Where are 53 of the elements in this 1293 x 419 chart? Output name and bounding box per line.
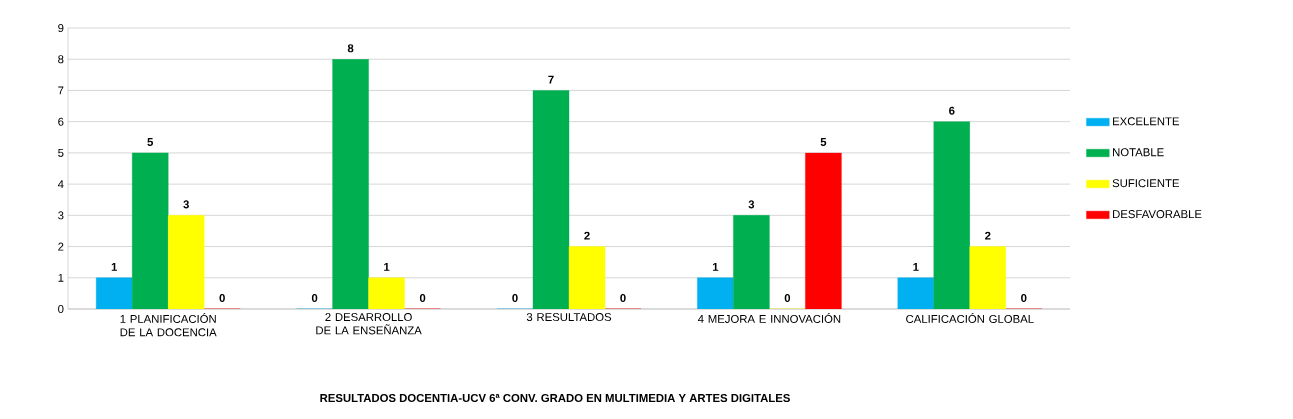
bar (532, 90, 570, 309)
legend-label: NOTABLE (1113, 148, 1164, 157)
x-tick-label: 4 MEJORA E INNOVACIÓN (697, 313, 841, 323)
data-label: 2 (985, 231, 991, 240)
y-tick-label: 2 (58, 242, 64, 251)
y-tick-label: 6 (58, 117, 64, 126)
data-label: 1 (913, 263, 919, 271)
bar (697, 277, 734, 309)
legend-label: SUFICIENTE (1112, 179, 1179, 188)
data-label: 6 (949, 106, 955, 115)
data-label: 5 (820, 138, 827, 146)
data-label: 0 (512, 294, 518, 303)
x-tick-label: 1 PLANIFICACIÓN DE LA DOCENCIA (120, 313, 217, 337)
y-tick-label: 0 (58, 305, 64, 314)
data-label: 1 (712, 263, 719, 271)
data-label: 1 (384, 263, 390, 271)
bar (368, 277, 405, 309)
y-tick-label: 4 (57, 180, 64, 189)
bar (168, 215, 205, 309)
data-label: 0 (419, 294, 426, 303)
y-tick-label: 7 (58, 86, 64, 95)
data-label: 0 (620, 294, 626, 303)
data-label: 0 (311, 294, 318, 303)
data-label: 8 (347, 44, 354, 53)
legend-label: DESFAVORABLE (1113, 210, 1202, 219)
data-label: 0 (784, 294, 791, 303)
data-label: 7 (548, 75, 554, 84)
data-label: 1 (111, 263, 118, 271)
y-tick-label: 8 (58, 55, 64, 64)
y-tick-label: 9 (58, 24, 64, 33)
bar (805, 152, 842, 309)
y-tick-label: 1 (58, 273, 64, 282)
bar (969, 246, 1006, 309)
y-tick-label: 5 (58, 148, 64, 157)
bar (332, 59, 369, 309)
legend-label: EXCELENTE (1113, 117, 1180, 126)
data-label: 0 (219, 294, 225, 303)
bar (132, 152, 169, 309)
bar (568, 246, 606, 309)
bar (96, 277, 133, 309)
data-label: 3 (748, 200, 755, 209)
data-label: 3 (183, 200, 189, 209)
data-label: 5 (147, 138, 154, 146)
data-label: 0 (1021, 294, 1027, 303)
x-tick-label: 2 DESARROLLO DE LA ENSEÑANZA (316, 313, 422, 335)
bar (733, 215, 770, 309)
x-tick-label: CALIFICACIÓN GLOBAL (906, 313, 1034, 323)
x-tick-label: 3 RESULTADOS (526, 313, 612, 322)
text: RESULTADOS DOCENTIA-UCV 6ª CONV. GRADO EN MULTIMEDIA Y ARTES DIGITALES (320, 394, 790, 403)
bar (933, 121, 970, 309)
y-tick-label: 3 (58, 211, 64, 220)
bar (897, 277, 934, 309)
data-label: 2 (584, 231, 590, 240)
